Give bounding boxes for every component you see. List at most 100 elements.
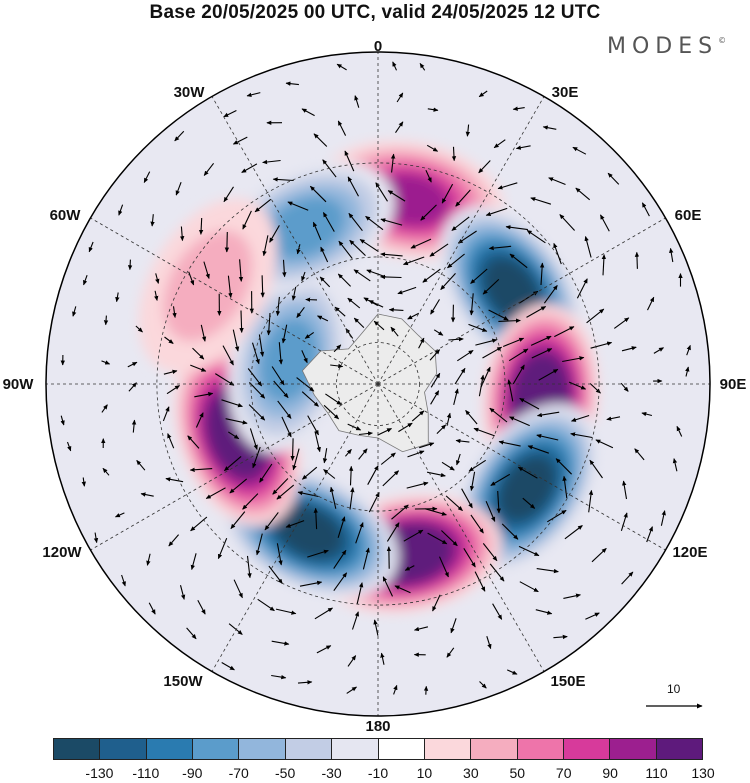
wind-arrow (508, 348, 529, 362)
wind-arrow (221, 399, 243, 408)
wind-arrow (312, 221, 322, 241)
wind-arrow (447, 253, 465, 269)
wind-arrow (441, 461, 455, 471)
wind-arrow (66, 441, 72, 452)
wind-arrow (227, 275, 233, 299)
wind-arrow (634, 448, 645, 461)
wind-arrow (242, 493, 259, 510)
wind-arrow (296, 306, 305, 318)
wind-arrow (333, 549, 347, 569)
wind-arrow (272, 177, 294, 182)
colorbar-swatch (193, 739, 240, 759)
wind-arrow (266, 312, 271, 336)
wind-arrow (621, 346, 637, 352)
wind-arrow (316, 645, 332, 654)
lon-label-30w: 30W (174, 84, 206, 101)
wind-arrow (319, 276, 331, 288)
wind-arrow (536, 411, 560, 418)
wind-arrow (238, 259, 244, 282)
wind-arrow (606, 416, 621, 421)
wind-arrow (493, 139, 506, 149)
wind-arrow (317, 315, 329, 322)
wind-arrow (570, 414, 590, 422)
wind-arrow (314, 607, 333, 620)
wind-arrow (368, 492, 380, 513)
lon-label-180: 180 (365, 718, 390, 735)
wind-arrow (395, 121, 404, 134)
wind-arrow (570, 432, 593, 439)
wind-arrow (407, 450, 425, 458)
colorbar-tick-label: 70 (555, 765, 572, 781)
wind-arrow (322, 448, 328, 464)
wind-arrow (568, 381, 587, 390)
wind-arrow (273, 380, 289, 399)
wind-arrow (451, 146, 457, 162)
colorbar-swatch (378, 739, 425, 759)
wind-arrow (88, 241, 94, 253)
wind-arrow (647, 296, 655, 311)
wind-arrow (349, 239, 366, 256)
wind-arrow (356, 582, 364, 605)
wind-arrow (669, 247, 674, 263)
wind-arrow (299, 580, 323, 587)
lon-label-0: 0 (374, 38, 382, 55)
wind-arrow (254, 198, 272, 213)
wind-arrow (217, 537, 228, 560)
colorbar-swatch (656, 739, 703, 759)
wind-arrow (420, 204, 437, 221)
colorbar-tick-label: -130 (85, 765, 114, 781)
wind-arrow (301, 391, 319, 407)
wind-arrow (407, 312, 420, 320)
wind-arrow (264, 512, 279, 531)
colorbar-tick-label: -50 (275, 765, 296, 781)
wind-arrow (228, 623, 243, 635)
wind-arrow (337, 516, 346, 538)
wind-arrow (641, 411, 653, 417)
anomaly-contour (163, 230, 253, 342)
wind-arrow (285, 81, 299, 86)
wind-arrow (179, 226, 185, 242)
wind-arrow (485, 500, 496, 522)
chart-title: Base 20/05/2025 00 UTC, valid 24/05/2025… (149, 2, 601, 23)
wind-arrow (620, 382, 629, 392)
wind-arrow (373, 619, 379, 636)
wind-arrow (347, 176, 359, 197)
wind-arrow (337, 273, 351, 287)
wind-arrow (426, 471, 446, 478)
wind-arrow (353, 317, 365, 328)
wind-arrow (496, 490, 501, 514)
wind-arrow (455, 453, 461, 466)
wind-arrow (205, 487, 226, 499)
wind-arrow (229, 478, 248, 494)
wind-arrow (223, 186, 234, 203)
wind-arrow (60, 415, 65, 426)
wind-arrow (363, 297, 379, 307)
wind-arrow (140, 492, 154, 497)
wind-arrow (198, 217, 204, 235)
wind-arrow (179, 585, 186, 600)
wind-arrow (562, 356, 585, 363)
wind-arrow (365, 215, 384, 231)
colorbar-swatch (285, 739, 333, 759)
wind-arrow (475, 338, 498, 346)
wind-arrow (388, 307, 404, 313)
wind-arrow (441, 183, 454, 204)
wind-arrow (337, 120, 347, 136)
wind-arrow (262, 235, 269, 257)
colorbar-swatch (424, 739, 472, 759)
wind-arrow (564, 525, 583, 540)
wind-arrow (392, 61, 398, 71)
wind-arrow (542, 125, 557, 130)
wind-arrow (590, 341, 613, 349)
wind-arrow (353, 269, 371, 282)
wind-arrow (323, 404, 340, 420)
wind-arrow (517, 466, 538, 479)
polar-map: 0 30E 60E 90E 120E 150E 180 150W 120W 90… (3, 38, 747, 735)
wind-arrow (553, 242, 562, 265)
wind-arrow (334, 306, 346, 317)
wind-arrow (461, 488, 473, 509)
wind-arrow (101, 360, 111, 365)
wind-arrow (154, 290, 159, 301)
wind-arrow (425, 508, 447, 516)
colorbar-swatch (332, 739, 379, 759)
